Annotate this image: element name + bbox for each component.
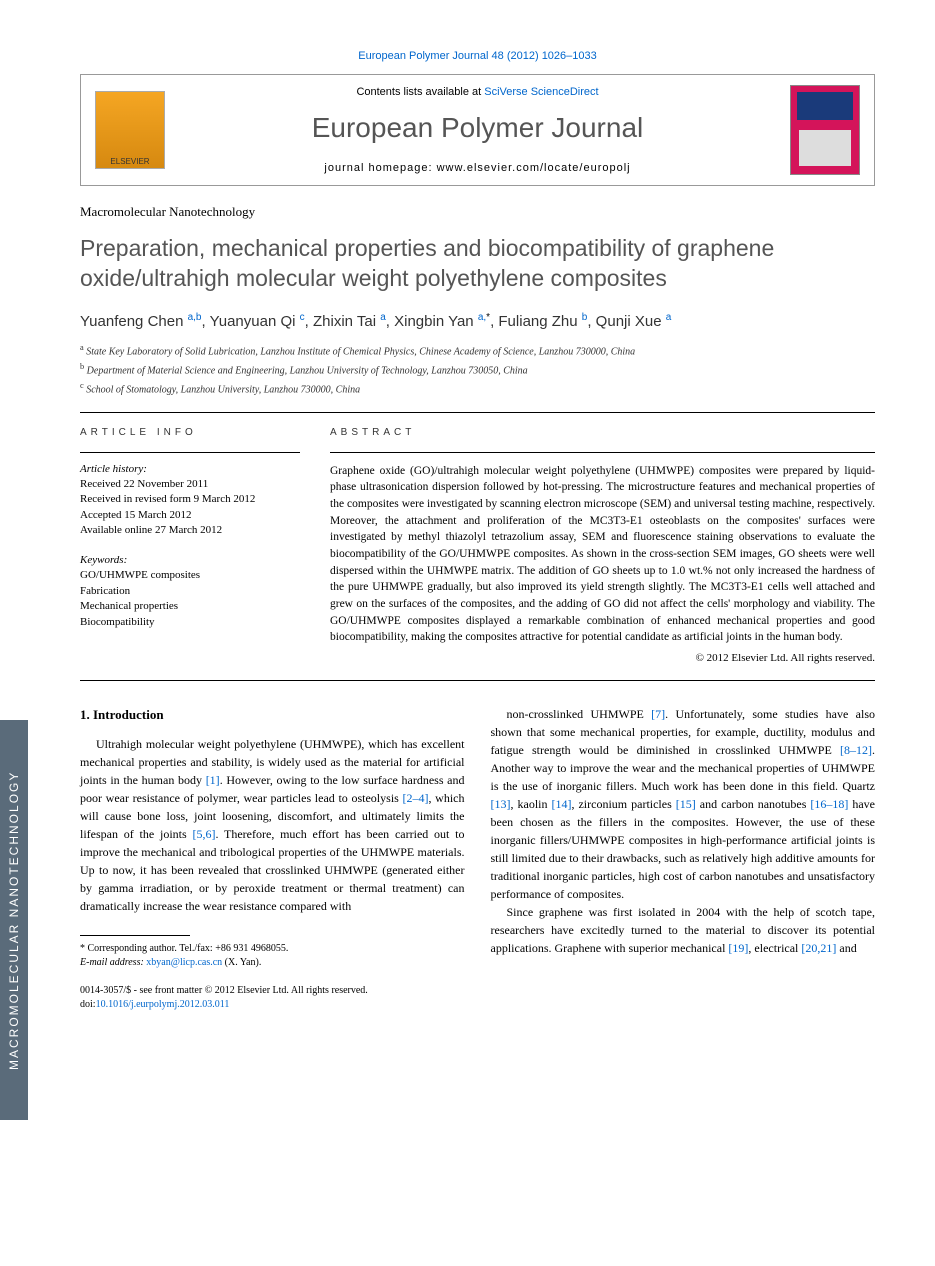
keyword: GO/UHMWPE composites (80, 568, 300, 583)
abstract-text: Graphene oxide (GO)/ultrahigh molecular … (330, 463, 875, 646)
body-paragraph: Since graphene was first isolated in 200… (491, 903, 876, 957)
email-link[interactable]: xbyan@licp.cas.cn (146, 957, 222, 968)
info-abstract-row: ARTICLE INFO Article history: Received 2… (80, 427, 875, 664)
affiliations: a State Key Laboratory of Solid Lubricat… (80, 342, 875, 398)
keyword: Mechanical properties (80, 599, 300, 614)
contents-prefix: Contents lists available at (356, 86, 484, 98)
email-label: E-mail address: (80, 957, 146, 968)
body-paragraph: non-crosslinked UHMWPE [7]. Unfortunatel… (491, 705, 876, 903)
copyright: © 2012 Elsevier Ltd. All rights reserved… (330, 652, 875, 664)
footnote-separator (80, 935, 190, 936)
history-line: Accepted 15 March 2012 (80, 508, 300, 523)
email-footnote: E-mail address: xbyan@licp.cas.cn (X. Ya… (80, 956, 465, 970)
corresponding-author: * Corresponding author. Tel./fax: +86 93… (80, 942, 465, 956)
abstract: ABSTRACT Graphene oxide (GO)/ultrahigh m… (330, 427, 875, 664)
divider (80, 680, 875, 681)
journal-cover-thumb (790, 85, 860, 175)
homepage-prefix: journal homepage: (324, 162, 436, 174)
homepage-url[interactable]: www.elsevier.com/locate/europolj (437, 162, 631, 174)
article-info: ARTICLE INFO Article history: Received 2… (80, 427, 300, 664)
doi-link[interactable]: 10.1016/j.eurpolymj.2012.03.011 (96, 999, 230, 1010)
body-paragraph: Ultrahigh molecular weight polyethylene … (80, 735, 465, 915)
section-label: Macromolecular Nanotechnology (80, 204, 875, 220)
homepage-line: journal homepage: www.elsevier.com/locat… (181, 162, 774, 174)
affiliation: a State Key Laboratory of Solid Lubricat… (80, 342, 875, 359)
contents-line: Contents lists available at SciVerse Sci… (181, 86, 774, 98)
abstract-divider (330, 452, 875, 453)
divider (80, 412, 875, 413)
front-matter: 0014-3057/$ - see front matter © 2012 El… (80, 984, 465, 998)
left-column: 1. Introduction Ultrahigh molecular weig… (80, 705, 465, 1012)
history-line: Received 22 November 2011 (80, 477, 300, 492)
right-column: non-crosslinked UHMWPE [7]. Unfortunatel… (491, 705, 876, 1012)
keyword: Fabrication (80, 584, 300, 599)
affiliation: b Department of Material Science and Eng… (80, 361, 875, 378)
history-label: Article history: (80, 463, 300, 475)
affiliation: c School of Stomatology, Lanzhou Univers… (80, 380, 875, 397)
authors: Yuanfeng Chen a,b, Yuanyuan Qi c, Zhixin… (80, 312, 875, 330)
info-divider (80, 452, 300, 453)
keyword: Biocompatibility (80, 615, 300, 630)
abstract-head: ABSTRACT (330, 427, 875, 438)
elsevier-logo: ELSEVIER (95, 91, 165, 169)
keywords-label: Keywords: (80, 554, 300, 566)
history-line: Available online 27 March 2012 (80, 523, 300, 538)
journal-name: European Polymer Journal (181, 112, 774, 144)
header-middle: Contents lists available at SciVerse Sci… (181, 86, 774, 174)
page: European Polymer Journal 48 (2012) 1026–… (0, 0, 935, 1052)
email-suffix: (X. Yan). (222, 957, 261, 968)
doi-label: doi: (80, 999, 96, 1010)
bottom-metadata: 0014-3057/$ - see front matter © 2012 El… (80, 984, 465, 1012)
info-head: ARTICLE INFO (80, 427, 300, 438)
article-title: Preparation, mechanical properties and b… (80, 234, 875, 294)
journal-citation-link[interactable]: European Polymer Journal 48 (2012) 1026–… (80, 50, 875, 62)
section-heading: 1. Introduction (80, 705, 465, 725)
body-columns: 1. Introduction Ultrahigh molecular weig… (80, 705, 875, 1012)
journal-header: ELSEVIER Contents lists available at Sci… (80, 74, 875, 186)
sciencedirect-link[interactable]: SciVerse ScienceDirect (484, 86, 598, 98)
history-line: Received in revised form 9 March 2012 (80, 492, 300, 507)
